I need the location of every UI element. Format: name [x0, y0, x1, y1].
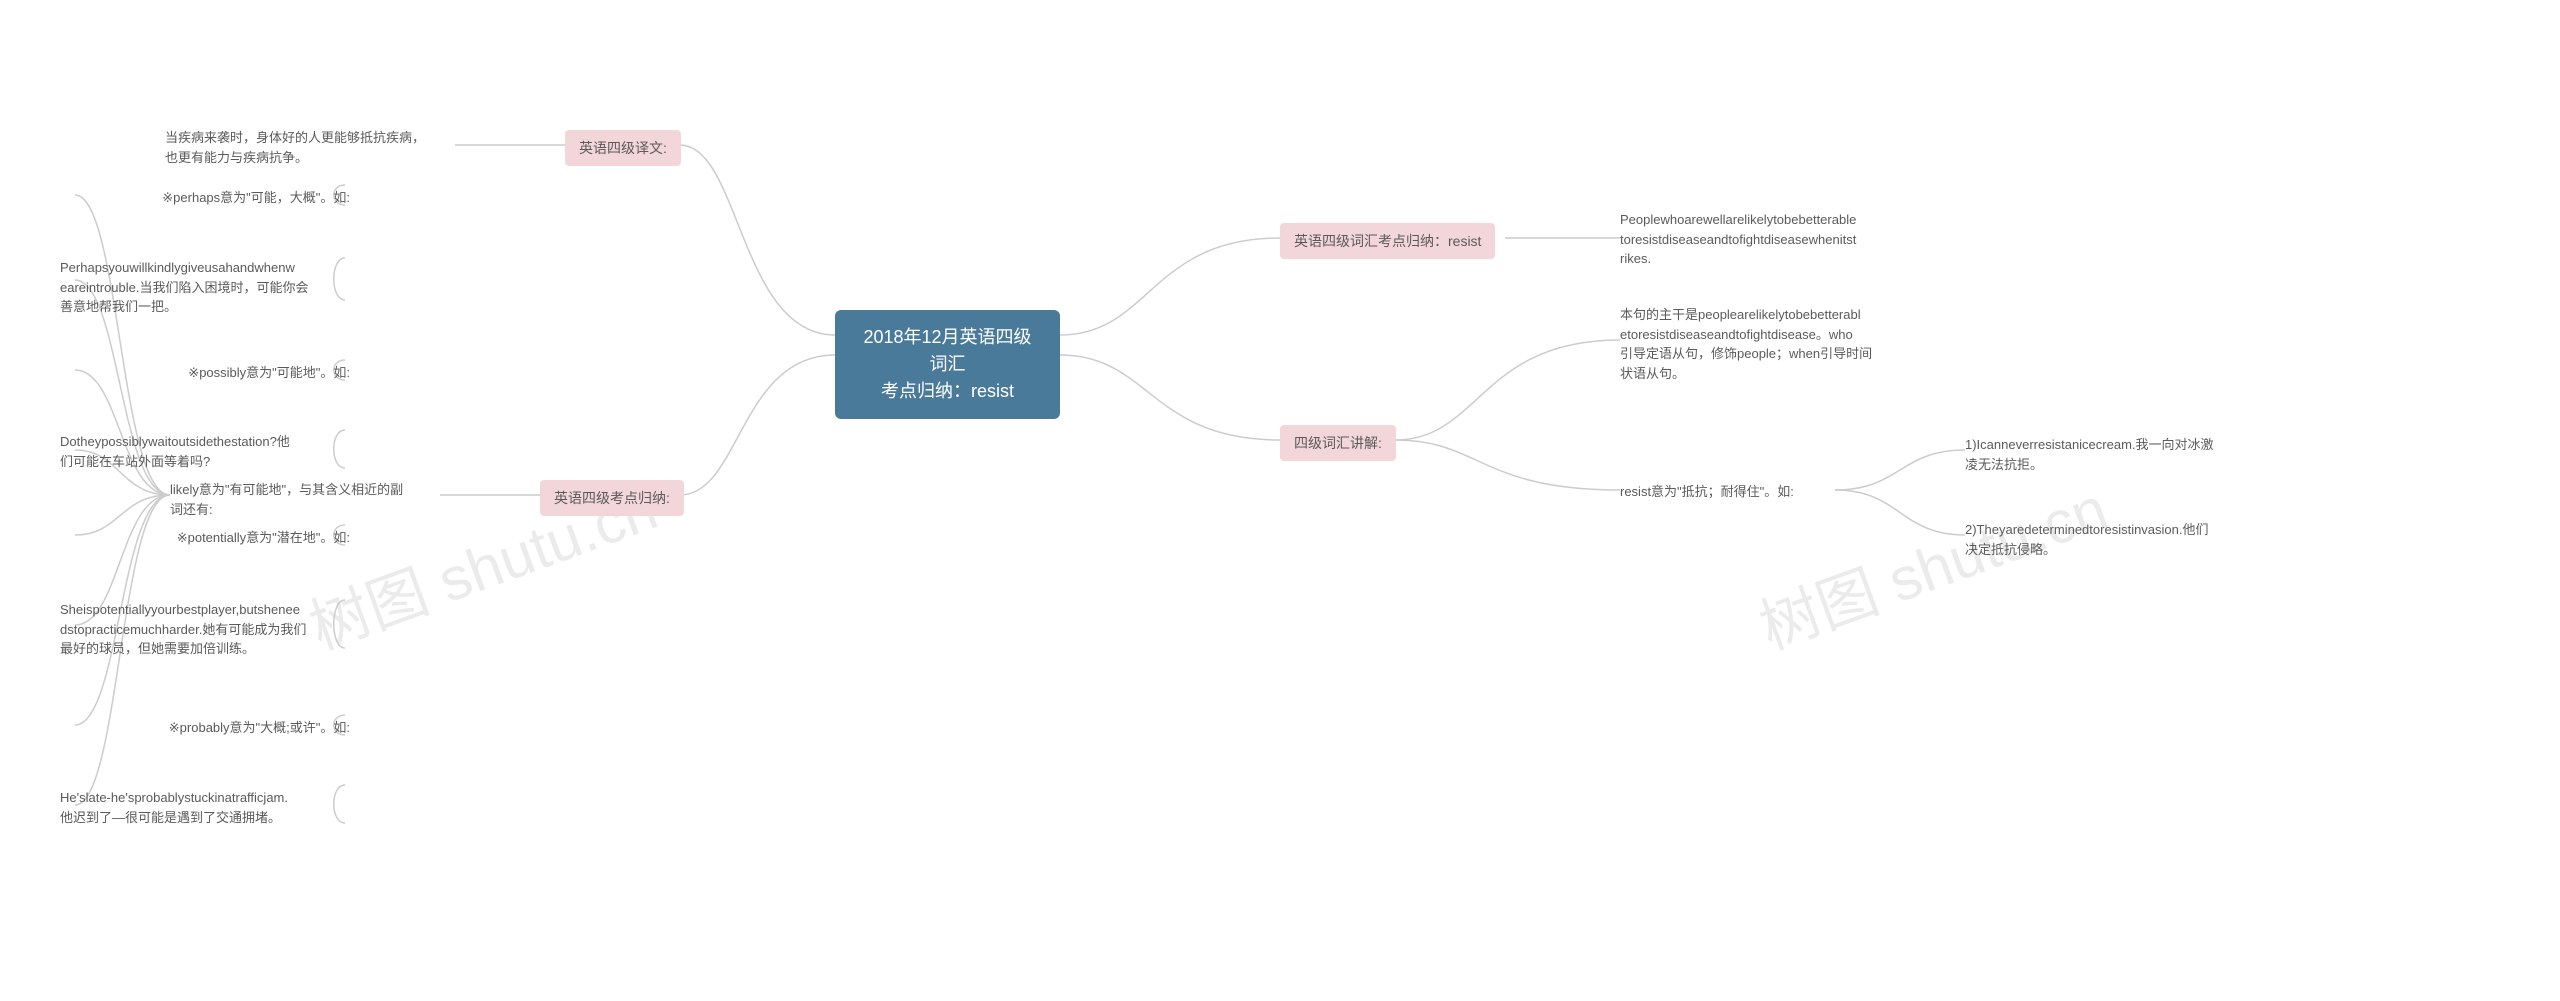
right-branch2-sub2: 2)Theyaredeterminedtoresistinvasion.他们 决…	[1965, 520, 2209, 559]
center-line1: 2018年12月英语四级词汇	[857, 324, 1038, 378]
right-branch2-sub1: 1)Icanneverresistanicecream.我一向对冰激 凌无法抗拒…	[1965, 435, 2214, 474]
left-item-4: ※potentially意为"潜在地"。如:	[60, 528, 350, 548]
left-item-1: Perhapsyouwillkindlygiveusahandwhenw ear…	[60, 258, 350, 317]
left-branch1-label: 英语四级译文:	[565, 130, 681, 166]
left-branch1-text: 当疾病来袭时，身体好的人更能够抵抗疾病， 也更有能力与疾病抗争。	[165, 128, 455, 167]
right-branch1-label: 英语四级词汇考点归纳：resist	[1280, 223, 1495, 259]
center-line2: 考点归纳：resist	[857, 378, 1038, 405]
right-branch2-text1: 本句的主干是peoplearelikelytobebetterabl etore…	[1620, 305, 1872, 383]
left-item-0: ※perhaps意为"可能，大概"。如:	[60, 188, 350, 208]
left-item-5: Sheispotentiallyyourbestplayer,butshenee…	[60, 600, 350, 659]
left-item-7: He'slate-he'sprobablystuckinatrafficjam.…	[60, 788, 350, 827]
right-branch2-label: 四级词汇讲解:	[1280, 425, 1396, 461]
left-item-3: Dotheypossiblywaitoutsidethestation?他 们可…	[60, 432, 350, 471]
center-topic: 2018年12月英语四级词汇 考点归纳：resist	[835, 310, 1060, 419]
left-branch2-likely-label: likely意为"有可能地"，与其含义相近的副 词还有:	[170, 480, 450, 519]
right-branch2-resist-label: resist意为"抵抗；耐得住"。如:	[1620, 482, 1794, 502]
left-item-6: ※probably意为"大概;或许"。如:	[60, 718, 350, 738]
watermark-right: 树图 shutu.cn	[1746, 460, 2117, 666]
left-item-2: ※possibly意为"可能地"。如:	[60, 363, 350, 383]
left-branch2-label: 英语四级考点归纳:	[540, 480, 684, 516]
right-branch1-text: Peoplewhoarewellarelikelytobebetterable …	[1620, 210, 1856, 269]
